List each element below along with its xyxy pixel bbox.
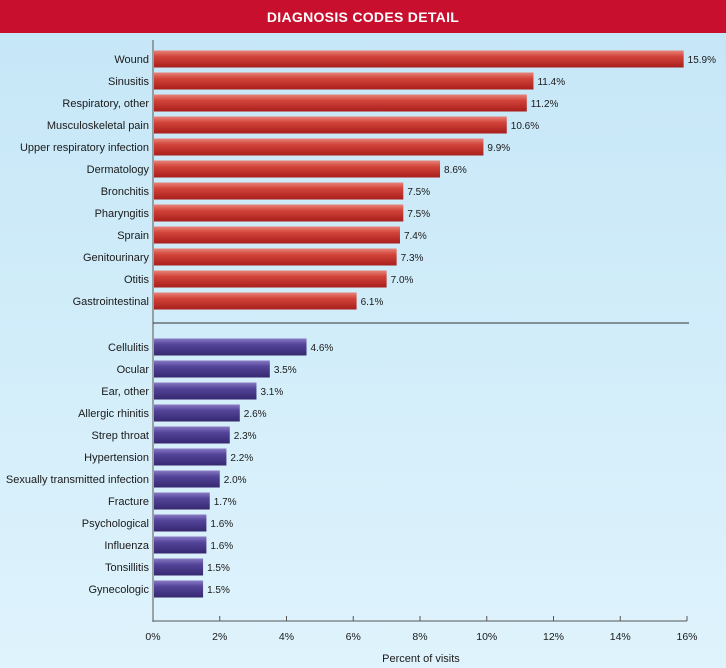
- bar: [154, 204, 404, 222]
- category-label: Dermatology: [87, 164, 150, 176]
- x-tick-label: 14%: [610, 631, 631, 643]
- bar: [154, 116, 507, 134]
- category-label: Musculoskeletal pain: [47, 120, 149, 132]
- category-label: Respiratory, other: [62, 98, 149, 110]
- bar: [154, 338, 307, 356]
- bar: [154, 182, 404, 200]
- category-label: Upper respiratory infection: [20, 142, 149, 154]
- category-label: Genitourinary: [83, 252, 150, 264]
- bar: [154, 50, 684, 68]
- category-label: Gastrointestinal: [73, 296, 149, 308]
- x-tick-label: 4%: [279, 631, 294, 643]
- value-label: 7.0%: [391, 275, 414, 286]
- x-tick-label: 16%: [676, 631, 697, 643]
- x-axis-title: Percent of visits: [382, 653, 460, 665]
- x-tick-label: 10%: [476, 631, 497, 643]
- value-label: 1.6%: [210, 519, 233, 530]
- value-label: 6.1%: [361, 297, 384, 308]
- value-label: 7.5%: [407, 209, 430, 220]
- category-label: Ear, other: [101, 386, 149, 398]
- category-label: Hypertension: [84, 452, 149, 464]
- bar: [154, 558, 204, 576]
- category-label: Allergic rhinitis: [78, 408, 149, 420]
- x-tick-label: 8%: [412, 631, 427, 643]
- category-label: Fracture: [108, 496, 149, 508]
- category-label: Sinusitis: [108, 76, 149, 88]
- category-label: Ocular: [117, 364, 150, 376]
- category-label: Pharyngitis: [95, 208, 150, 220]
- value-label: 7.4%: [404, 231, 427, 242]
- bar: [154, 270, 387, 288]
- value-label: 3.5%: [274, 365, 297, 376]
- category-label: Otitis: [124, 274, 150, 286]
- bar: [154, 448, 227, 466]
- value-label: 2.2%: [230, 453, 253, 464]
- value-label: 1.6%: [210, 541, 233, 552]
- value-label: 2.3%: [234, 431, 257, 442]
- value-label: 7.3%: [401, 253, 424, 264]
- value-label: 15.9%: [688, 55, 716, 66]
- bar: [154, 160, 441, 178]
- category-label: Influenza: [104, 540, 150, 552]
- bar: [154, 580, 204, 598]
- value-label: 9.9%: [487, 143, 510, 154]
- value-label: 2.6%: [244, 409, 267, 420]
- category-label: Sexually transmitted infection: [6, 474, 149, 486]
- category-label: Cellulitis: [108, 342, 149, 354]
- value-label: 3.1%: [260, 387, 283, 398]
- bar: [154, 514, 207, 532]
- x-tick-label: 2%: [212, 631, 227, 643]
- bar: [154, 536, 207, 554]
- category-label: Strep throat: [92, 430, 149, 442]
- value-label: 8.6%: [444, 165, 467, 176]
- category-label: Psychological: [82, 518, 149, 530]
- bar: [154, 404, 240, 422]
- bar: [154, 72, 534, 90]
- category-label: Gynecologic: [88, 584, 149, 596]
- category-label: Bronchitis: [101, 186, 150, 198]
- x-tick-label: 6%: [346, 631, 361, 643]
- bar: [154, 138, 484, 156]
- bar: [154, 470, 220, 488]
- value-label: 11.4%: [537, 77, 565, 88]
- bar: [154, 360, 270, 378]
- bar: [154, 292, 357, 310]
- value-label: 11.2%: [531, 99, 559, 110]
- bar: [154, 248, 397, 266]
- value-label: 7.5%: [407, 187, 430, 198]
- bar: [154, 382, 257, 400]
- x-tick-label: 0%: [145, 631, 160, 643]
- value-label: 1.5%: [207, 585, 230, 596]
- x-tick-label: 12%: [543, 631, 564, 643]
- bar: [154, 94, 527, 112]
- value-label: 4.6%: [311, 343, 334, 354]
- category-label: Tonsillitis: [105, 562, 150, 574]
- value-label: 1.7%: [214, 497, 237, 508]
- category-label: Sprain: [117, 230, 149, 242]
- value-label: 1.5%: [207, 563, 230, 574]
- bar: [154, 492, 210, 510]
- value-label: 2.0%: [224, 475, 247, 486]
- value-label: 10.6%: [511, 121, 539, 132]
- bar: [154, 226, 400, 244]
- chart-title: DIAGNOSIS CODES DETAIL: [0, 0, 726, 33]
- bar: [154, 426, 230, 444]
- category-label: Wound: [114, 54, 149, 66]
